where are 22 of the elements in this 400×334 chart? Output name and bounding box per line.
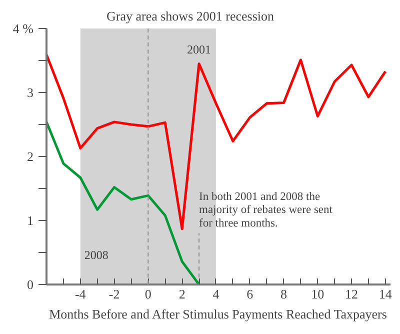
x-tick-label: 8 xyxy=(280,286,287,302)
chart-title: Gray area shows 2001 recession xyxy=(106,8,274,24)
x-tick-label: -4 xyxy=(74,286,86,302)
x-tick-label: 2 xyxy=(178,286,186,302)
y-tick-label: 0 xyxy=(27,277,34,292)
x-tick-label: 6 xyxy=(246,286,254,302)
y-tick-label: 2 xyxy=(27,149,34,164)
ref-line-label: In both 2001 and 2008 the majority of rebates were sent for three months. xyxy=(199,190,334,230)
annotation: 2001 xyxy=(187,42,212,57)
x-tick-label: 0 xyxy=(144,286,152,302)
y-tick-label: 1 xyxy=(27,213,34,228)
x-tick-label: 14 xyxy=(378,286,392,302)
x-axis-title: Months Before and After Stimulus Payments Reached Taxpayers xyxy=(49,306,387,322)
x-tick-label: -2 xyxy=(108,286,120,302)
x-tick-label: 4 xyxy=(212,286,220,302)
x-tick-label: 12 xyxy=(345,286,358,302)
x-tick-label: 10 xyxy=(311,286,324,302)
y-tick-label: 4 % xyxy=(12,21,34,36)
y-tick-label: 3 xyxy=(27,85,34,100)
line-series xyxy=(46,120,200,284)
line-series xyxy=(46,53,387,230)
annotation: 2008 xyxy=(84,248,108,262)
